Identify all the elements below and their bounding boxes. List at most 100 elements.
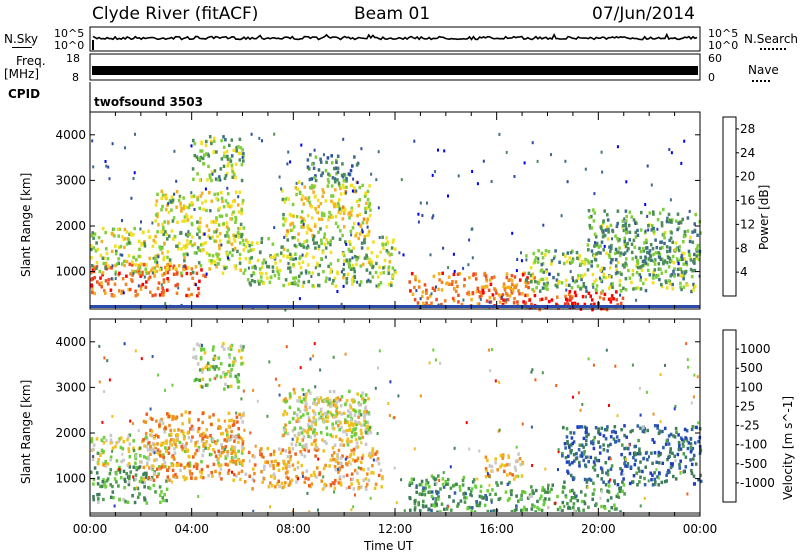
power-panel-cell — [250, 241, 254, 245]
velocity-panel-cell — [170, 443, 173, 447]
power-panel-cell — [200, 141, 203, 146]
velocity-panel-cell — [334, 479, 337, 483]
power-panel-cell — [105, 251, 109, 256]
power-panel-cell — [171, 199, 175, 203]
velocity-panel-cell — [577, 448, 581, 452]
velocity-panel-cell — [164, 426, 167, 431]
velocity-panel-cell — [152, 450, 155, 454]
velocity-panel-cell — [151, 464, 155, 469]
velocity-panel-cell — [363, 423, 366, 427]
velocity-panel-cell — [563, 504, 566, 508]
velocity-panel-cell — [616, 414, 619, 418]
power-panel-cell — [662, 261, 665, 266]
power-panel-cell — [335, 158, 338, 163]
power-panel-cell — [623, 265, 626, 269]
power-panel-cell — [185, 243, 189, 247]
velocity-panel-cell — [307, 389, 311, 393]
power-panel-cell — [355, 163, 359, 167]
power-panel-cell — [537, 249, 540, 253]
power-panel-cell — [619, 293, 622, 297]
velocity-panel-cell — [511, 473, 514, 477]
velocity-panel-cell — [269, 505, 271, 509]
velocity-panel-cell — [194, 452, 197, 456]
power-panel-cell — [369, 279, 372, 284]
velocity-panel-cell — [321, 413, 324, 417]
velocity-panel-cell — [184, 410, 188, 414]
power-panel-cell — [644, 203, 647, 206]
power-panel-cell — [162, 293, 165, 297]
velocity-panel-cell — [463, 496, 466, 500]
power-panel-cell — [226, 240, 230, 244]
velocity-panel-cell — [236, 458, 240, 462]
velocity-panel-cell — [201, 476, 205, 480]
power-panel-cell — [325, 276, 328, 280]
velocity-panel-cell — [364, 420, 368, 424]
power-panel-cell — [329, 270, 332, 275]
power-panel-cell — [291, 202, 295, 207]
velocity-panel-cell — [371, 463, 374, 468]
velocity-panel-cell — [262, 467, 266, 471]
power-panel-cell — [154, 240, 157, 245]
velocity-panel-cell — [143, 471, 147, 476]
power-panel-cell — [521, 292, 524, 296]
power-panel-cell — [664, 269, 668, 274]
power-panel-cell — [231, 253, 234, 258]
power-panel-cell — [355, 231, 358, 236]
power-panel-cell — [660, 224, 664, 228]
velocity-panel-cell — [313, 398, 316, 402]
velocity-panel-cell — [183, 477, 187, 482]
power-panel-cell — [287, 150, 290, 154]
velocity-panel-cell — [229, 436, 233, 441]
velocity-panel-cell — [227, 411, 231, 415]
velocity-panel-cell — [661, 461, 664, 465]
power-panel-cell — [127, 241, 131, 245]
power-panel-cell — [685, 261, 688, 265]
power-panel-cell — [223, 176, 227, 181]
velocity-panel-cell — [293, 467, 296, 472]
velocity-panel-cell — [351, 458, 355, 462]
velocity-panel-cell — [125, 472, 128, 476]
velocity-panel-cell — [323, 411, 327, 416]
velocity-panel-cell — [631, 428, 634, 433]
power-panel-cell — [114, 263, 117, 268]
velocity-panel-cell — [235, 415, 239, 419]
velocity-panel-cell — [309, 391, 312, 395]
power-panel-cell — [220, 214, 224, 219]
velocity-panel-cell — [468, 447, 471, 451]
power-panel-cell — [182, 267, 186, 272]
power-panel-cell — [138, 247, 141, 251]
power-panel-cell — [550, 153, 552, 157]
power-panel-cell — [226, 256, 229, 260]
velocity-panel-cell — [515, 494, 518, 498]
velocity-panel-cell — [115, 472, 118, 476]
power-panel-cell — [327, 172, 330, 176]
velocity-panel-cell — [104, 485, 107, 489]
velocity-panel-cell — [193, 378, 197, 383]
velocity-panel-cell — [334, 468, 338, 472]
velocity-panel-cell — [637, 466, 640, 470]
velocity-panel-cell — [672, 434, 675, 438]
power-panel-cell — [141, 272, 144, 277]
velocity-panel-cell — [432, 348, 435, 352]
velocity-panel-cell — [287, 476, 290, 481]
velocity-panel-cell — [692, 482, 696, 486]
power-panel-cell — [595, 241, 599, 246]
power-panel-cell — [279, 251, 283, 255]
power-panel-cell — [621, 263, 625, 267]
power-panel-cell — [333, 202, 337, 206]
velocity-panel-cell — [369, 430, 372, 435]
velocity-panel-cell — [584, 442, 588, 447]
power-panel-cell — [671, 287, 675, 291]
power-panel-cell — [456, 284, 459, 289]
power-panel-cell — [367, 278, 370, 282]
power-panel-cell — [353, 274, 356, 279]
power-panel-cell — [292, 214, 295, 218]
power-panel-cell — [676, 259, 680, 263]
velocity-panel-cell — [181, 422, 184, 426]
power-panel-cell — [139, 227, 142, 231]
velocity-panel-cell — [284, 481, 287, 485]
power-panel-cell — [234, 215, 237, 220]
velocity-panel-cell — [412, 477, 415, 482]
power-panel-cell — [91, 287, 94, 291]
velocity-panel-cell — [315, 475, 318, 479]
